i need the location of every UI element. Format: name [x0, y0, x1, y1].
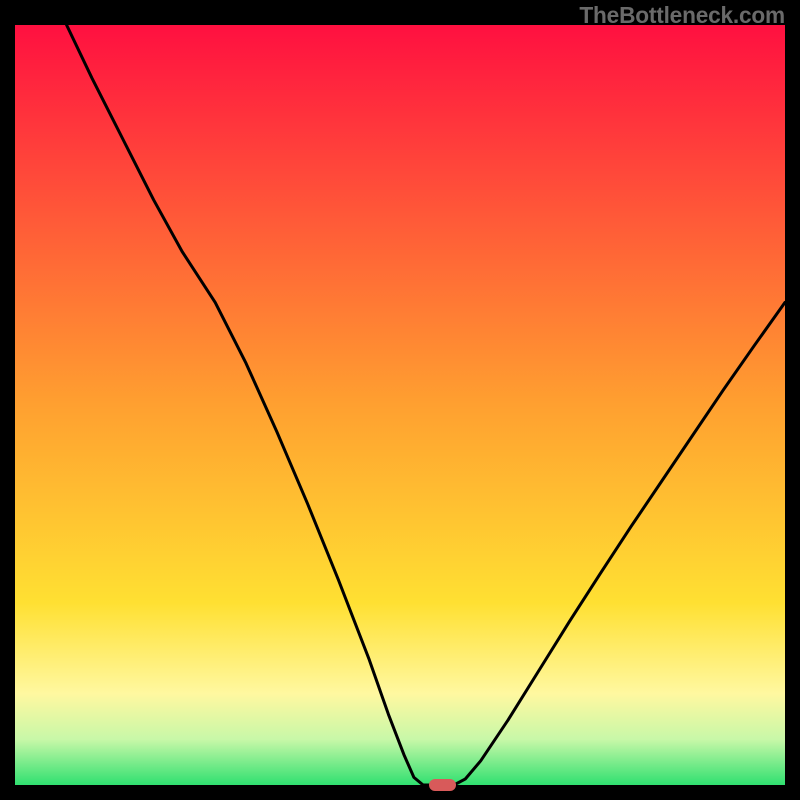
bottleneck-curve [0, 0, 800, 800]
watermark-text: TheBottleneck.com [579, 2, 785, 29]
curve-path [67, 25, 785, 785]
bottleneck-marker [429, 779, 456, 791]
chart-frame: TheBottleneck.com [0, 0, 800, 800]
